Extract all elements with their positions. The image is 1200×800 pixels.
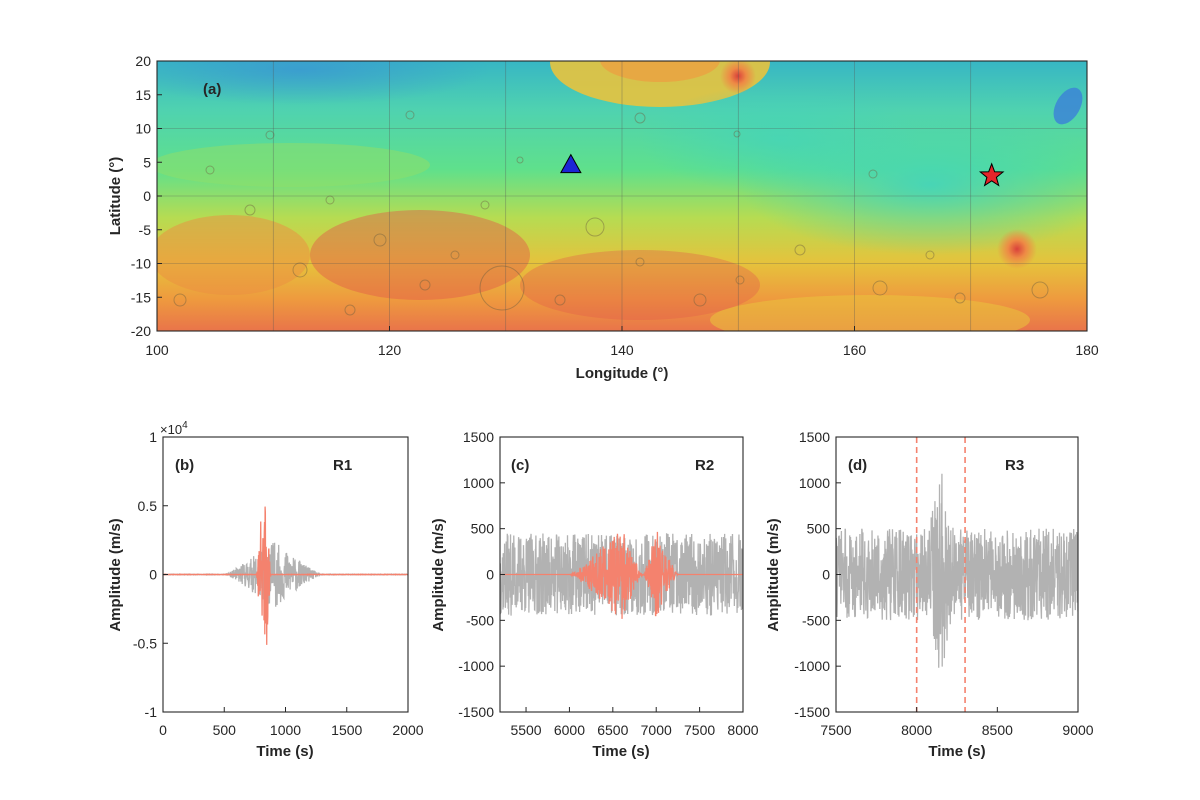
- x-tick-label: 5500: [510, 722, 541, 738]
- y-tick-label: 1000: [463, 475, 494, 491]
- map-y-tick-label: -15: [131, 289, 151, 305]
- panel-c-y-axis-title: Amplitude (m/s): [430, 518, 447, 631]
- map-x-tick-label: 100: [145, 342, 169, 358]
- y-tick-label: 500: [807, 521, 831, 537]
- map-ticks: 100 120 140 160 180 20 15 10 5 0 -5 -10 -15 -20: [131, 53, 1099, 358]
- y-tick-label: 500: [471, 521, 495, 537]
- crater-field: [173, 110, 1049, 316]
- waveform-panel-c: 5500 6000 6500 7000 7500 8000 1500 1000 500 0 -500…: [430, 429, 759, 760]
- x-tick-label: 500: [213, 722, 237, 738]
- map-x-axis-title: Longitude (°): [576, 365, 669, 382]
- y-tick-label: 1000: [799, 475, 830, 491]
- map-y-tick-label: 20: [135, 53, 151, 69]
- panel-c-x-axis-title: Time (s): [592, 743, 649, 760]
- y-tick-label: -1000: [794, 658, 830, 674]
- y-tick-label: -500: [802, 612, 830, 628]
- map-x-tick-label: 180: [1075, 342, 1099, 358]
- panel-b-y-axis-title: Amplitude (m/s): [107, 518, 124, 631]
- series-gray-trace: [500, 533, 743, 616]
- y-tick-label: 0.5: [138, 498, 158, 514]
- y-tick-label: 1: [149, 429, 157, 445]
- map-y-tick-label: -10: [131, 256, 151, 272]
- region-label-r3: R3: [1005, 457, 1024, 474]
- x-tick-label: 7500: [820, 722, 851, 738]
- y-tick-label: 0: [486, 567, 494, 583]
- y-tick-label: -1: [145, 704, 158, 720]
- x-tick-label: 8000: [727, 722, 758, 738]
- y-tick-label: -1500: [794, 704, 830, 720]
- x-tick-label: 9000: [1062, 722, 1093, 738]
- y-tick-label: 1500: [463, 429, 494, 445]
- map-y-tick-label: 15: [135, 87, 151, 103]
- topography-map: [157, 61, 1087, 331]
- x-tick-label: 0: [159, 722, 167, 738]
- x-tick-label: 1000: [270, 722, 301, 738]
- region-label-r1: R1: [333, 457, 352, 474]
- event-star-marker: [978, 162, 1005, 187]
- x-tick-label: 7000: [641, 722, 672, 738]
- map-x-tick-label: 140: [610, 342, 634, 358]
- x-tick-label: 7500: [684, 722, 715, 738]
- y-tick-label: -1000: [458, 658, 494, 674]
- series-gray-trace: [836, 473, 1078, 668]
- y-tick-label: 0: [822, 567, 830, 583]
- panel-d-x-axis-title: Time (s): [928, 743, 985, 760]
- x-tick-label: 2000: [392, 722, 423, 738]
- panel-letter-c: (c): [511, 457, 529, 474]
- x-tick-label: 8000: [901, 722, 932, 738]
- y-multiplier: ×104: [160, 420, 188, 437]
- map-y-tick-label: -5: [139, 222, 152, 238]
- map-y-tick-label: 0: [143, 188, 151, 204]
- map-x-tick-label: 160: [843, 342, 867, 358]
- station-triangle-marker: [560, 153, 582, 174]
- map-y-tick-label: 5: [143, 154, 151, 170]
- panel-d-y-axis-title: Amplitude (m/s): [765, 518, 782, 631]
- map-y-tick-label: -20: [131, 323, 151, 339]
- map-x-tick-label: 120: [378, 342, 402, 358]
- panel-b-x-axis-title: Time (s): [256, 743, 313, 760]
- map-y-tick-label: 10: [135, 121, 151, 137]
- map-y-axis-title: Latitude (°): [107, 157, 124, 236]
- waveform-panel-d: 7500 8000 8500 9000 1500 1000 500 0 -500 -1000 -15…: [765, 429, 1094, 760]
- panel-letter-a: (a): [203, 81, 221, 98]
- map-grid: [157, 61, 1087, 331]
- x-tick-label: 6500: [597, 722, 628, 738]
- series-salmon-trace: [500, 531, 743, 619]
- y-tick-label: -500: [466, 612, 494, 628]
- x-tick-label: 6000: [554, 722, 585, 738]
- y-tick-label: -0.5: [133, 635, 157, 651]
- series-salmon-trace: [163, 506, 408, 645]
- panel-letter-d: (d): [848, 457, 867, 474]
- y-tick-label: 0: [149, 567, 157, 583]
- panel-letter-b: (b): [175, 457, 194, 474]
- y-tick-label: 1500: [799, 429, 830, 445]
- map-panel: 100 120 140 160 180 20 15 10 5 0 -5 -10 -15 -20 (a) L…: [107, 53, 1099, 382]
- region-label-r2: R2: [695, 457, 714, 474]
- x-tick-label: 1500: [331, 722, 362, 738]
- y-tick-label: -1500: [458, 704, 494, 720]
- x-tick-label: 8500: [982, 722, 1013, 738]
